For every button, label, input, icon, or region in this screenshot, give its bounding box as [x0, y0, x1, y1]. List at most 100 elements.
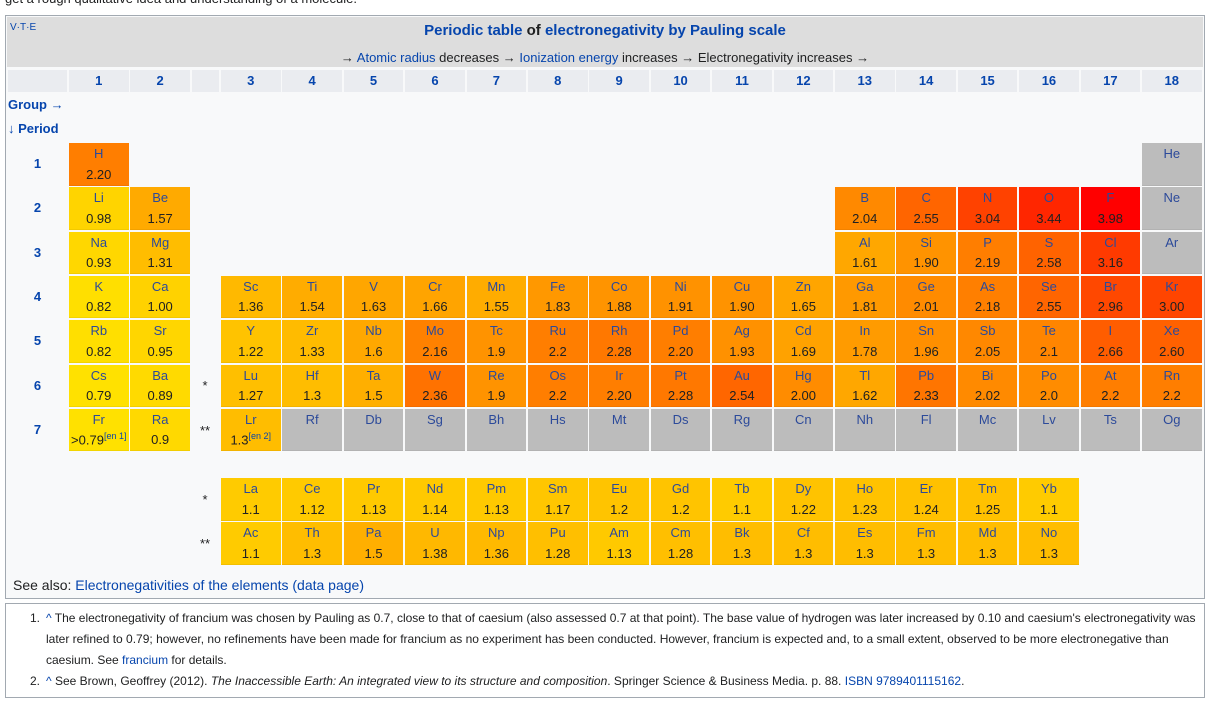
element-cell[interactable]: Mc: [957, 408, 1018, 452]
element-cell[interactable]: Yb 1.1: [1019, 478, 1079, 521]
element-cell[interactable]: Tb 1.1: [712, 478, 772, 521]
element-cell[interactable]: Cd 1.69: [773, 320, 834, 363]
element-cell[interactable]: Md 1.3: [957, 522, 1018, 565]
element-cell[interactable]: Ds: [650, 408, 711, 452]
element-cell[interactable]: K 0.82: [69, 275, 129, 319]
group-number[interactable]: 12: [773, 70, 834, 92]
element-cell[interactable]: Eu 1.2: [589, 478, 649, 521]
link[interactable]: ^: [46, 674, 52, 688]
element-cell[interactable]: Os 2.2: [528, 364, 588, 407]
element-cell[interactable]: Pb 2.33: [896, 364, 956, 407]
element-cell[interactable]: Ga 1.81: [835, 275, 895, 319]
element-cell[interactable]: Y 1.22: [221, 320, 281, 363]
element-cell[interactable]: He: [1142, 143, 1202, 186]
element-cell[interactable]: Ts: [1080, 408, 1141, 452]
element-cell[interactable]: Fm 1.3: [896, 522, 956, 565]
element-cell[interactable]: Tc 1.9: [466, 320, 527, 363]
element-cell[interactable]: Am 1.13: [589, 522, 649, 565]
element-cell[interactable]: Fr >0.79[en 1]: [69, 408, 129, 452]
group-number[interactable]: 2: [130, 70, 190, 92]
element-cell[interactable]: Mo 2.16: [405, 320, 465, 363]
element-cell[interactable]: Br 2.96: [1080, 275, 1141, 319]
element-cell[interactable]: U 1.38: [405, 522, 465, 565]
element-cell[interactable]: Bi 2.02: [957, 364, 1018, 407]
element-cell[interactable]: Cf 1.3: [773, 522, 834, 565]
element-cell[interactable]: No 1.3: [1019, 522, 1079, 565]
element-cell[interactable]: Pm 1.13: [466, 478, 527, 521]
element-cell[interactable]: Se 2.55: [1019, 275, 1079, 319]
group-number[interactable]: 7: [466, 70, 527, 92]
element-cell[interactable]: Ba 0.89: [130, 364, 190, 407]
group-number[interactable]: 13: [835, 70, 895, 92]
element-cell[interactable]: Ne: [1142, 187, 1202, 230]
footnote-ref[interactable]: [en 1]: [103, 430, 127, 441]
footnote-ref[interactable]: [en 2]: [248, 430, 272, 441]
element-cell[interactable]: Cm 1.28: [650, 522, 711, 565]
element-cell[interactable]: Bk 1.3: [712, 522, 772, 565]
element-cell[interactable]: Li 0.98: [69, 187, 129, 230]
element-cell[interactable]: Rg: [712, 408, 772, 452]
element-cell[interactable]: Si 1.90: [896, 231, 956, 275]
period-number[interactable]: 3: [33, 244, 42, 260]
element-cell[interactable]: Gd 1.2: [650, 478, 711, 521]
element-cell[interactable]: Sc 1.36: [221, 275, 281, 319]
element-cell[interactable]: Ge 2.01: [896, 275, 956, 319]
element-cell[interactable]: N 3.04: [957, 187, 1018, 230]
element-cell[interactable]: Xe 2.60: [1142, 320, 1202, 363]
element-cell[interactable]: Kr 3.00: [1142, 275, 1202, 319]
element-cell[interactable]: Zn 1.65: [773, 275, 834, 319]
element-cell[interactable]: Hg 2.00: [773, 364, 834, 407]
link[interactable]: Electronegativities of the elements (dat…: [75, 577, 364, 593]
element-cell[interactable]: Po 2.0: [1019, 364, 1079, 407]
element-cell[interactable]: Pt 2.28: [650, 364, 711, 407]
group-number[interactable]: 3: [221, 70, 281, 92]
element-cell[interactable]: Co 1.88: [589, 275, 649, 319]
element-cell[interactable]: Sr 0.95: [130, 320, 190, 363]
element-cell[interactable]: Mg 1.31: [130, 231, 190, 275]
element-cell[interactable]: Cu 1.90: [712, 275, 772, 319]
element-cell[interactable]: Rh 2.28: [589, 320, 649, 363]
element-cell[interactable]: Ta 1.5: [343, 364, 404, 407]
element-cell[interactable]: Pd 2.20: [650, 320, 711, 363]
period-number[interactable]: 2: [33, 200, 42, 216]
element-cell[interactable]: Hf 1.3: [282, 364, 342, 407]
element-cell[interactable]: F 3.98: [1080, 187, 1141, 230]
element-cell[interactable]: Rn 2.2: [1142, 364, 1202, 407]
link[interactable]: Atomic radius: [356, 50, 436, 65]
period-number[interactable]: 4: [33, 288, 42, 304]
group-number[interactable]: 5: [343, 70, 404, 92]
vte-links[interactable]: V·T·E: [10, 22, 37, 33]
element-cell[interactable]: Hs: [528, 408, 588, 452]
element-cell[interactable]: Nb 1.6: [343, 320, 404, 363]
element-cell[interactable]: Ti 1.54: [282, 275, 342, 319]
link[interactable]: Periodic table: [424, 22, 523, 39]
group-number[interactable]: 6: [405, 70, 465, 92]
period-number[interactable]: 1: [33, 156, 42, 171]
element-cell[interactable]: Ru 2.2: [528, 320, 588, 363]
group-number[interactable]: 14: [896, 70, 956, 92]
element-cell[interactable]: Np 1.36: [466, 522, 527, 565]
group-number[interactable]: 10: [650, 70, 711, 92]
element-cell[interactable]: W 2.36: [405, 364, 465, 407]
element-cell[interactable]: Bh: [466, 408, 527, 452]
element-cell[interactable]: Er 1.24: [896, 478, 956, 521]
element-cell[interactable]: I 2.66: [1080, 320, 1141, 363]
element-cell[interactable]: La 1.1: [221, 478, 281, 521]
element-cell[interactable]: Be 1.57: [130, 187, 190, 230]
element-cell[interactable]: Lu 1.27: [221, 364, 281, 407]
group-number[interactable]: 18: [1142, 70, 1202, 92]
group-number[interactable]: 17: [1080, 70, 1141, 92]
element-cell[interactable]: Cl 3.16: [1080, 231, 1141, 275]
element-cell[interactable]: Ir 2.20: [589, 364, 649, 407]
element-cell[interactable]: Re 1.9: [466, 364, 527, 407]
element-cell[interactable]: Tl 1.62: [835, 364, 895, 407]
element-cell[interactable]: Cs 0.79: [69, 364, 129, 407]
element-cell[interactable]: Sn 1.96: [896, 320, 956, 363]
element-cell[interactable]: Te 2.1: [1019, 320, 1079, 363]
element-cell[interactable]: As 2.18: [957, 275, 1018, 319]
element-cell[interactable]: Al 1.61: [835, 231, 895, 275]
element-cell[interactable]: In 1.78: [835, 320, 895, 363]
element-cell[interactable]: Sb 2.05: [957, 320, 1018, 363]
element-cell[interactable]: Mn 1.55: [466, 275, 527, 319]
element-cell[interactable]: Ho 1.23: [835, 478, 895, 521]
